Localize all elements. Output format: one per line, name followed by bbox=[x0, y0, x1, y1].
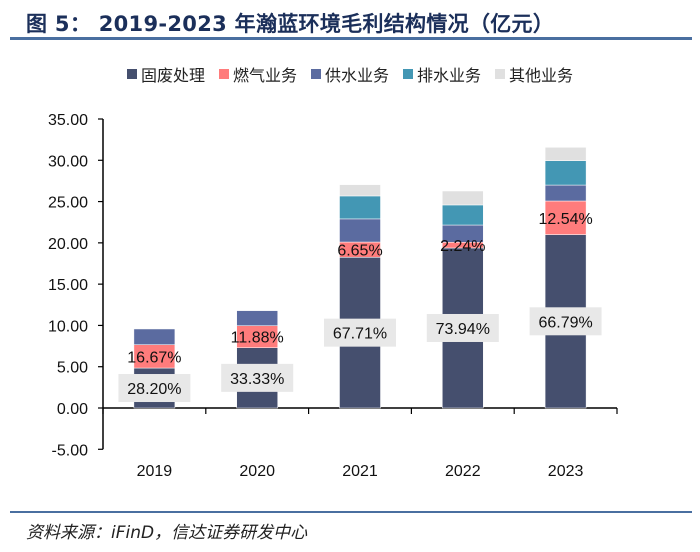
y-tick-label: 35.00 bbox=[48, 112, 88, 129]
data-label-box bbox=[529, 307, 602, 336]
bar-segment-3 bbox=[133, 328, 176, 345]
bar-segment-5 bbox=[544, 147, 587, 161]
data-label: 11.88% bbox=[231, 330, 284, 347]
bar-segment-3 bbox=[236, 310, 278, 326]
bar-segment-4 bbox=[442, 204, 484, 226]
data-label-box bbox=[426, 313, 499, 342]
y-tick-label: 5.00 bbox=[57, 360, 88, 377]
legend-item: 固废处理 bbox=[126, 62, 205, 86]
bar-segment-5 bbox=[339, 184, 381, 197]
legend-swatch bbox=[218, 69, 229, 79]
data-label: 66.79% bbox=[538, 314, 592, 331]
source-note: 资料来源：iFinD，信达证券研发中心 bbox=[26, 523, 308, 543]
data-label-box bbox=[118, 374, 191, 403]
data-label: 2.24% bbox=[440, 238, 485, 255]
bar-segment-4 bbox=[339, 195, 381, 220]
legend-label: 其他业务 bbox=[509, 66, 574, 85]
x-tick-label: 2022 bbox=[445, 463, 481, 480]
data-label: 16.67% bbox=[127, 349, 181, 366]
legend-item: 供水业务 bbox=[310, 62, 389, 86]
data-label: 33.33% bbox=[230, 371, 284, 388]
bar-segment-5 bbox=[442, 190, 484, 206]
x-tick-label: 2019 bbox=[137, 463, 173, 480]
legend-label: 燃气业务 bbox=[232, 66, 297, 85]
legend-item: 燃气业务 bbox=[218, 62, 297, 86]
legend-label: 固废处理 bbox=[140, 66, 205, 85]
y-tick-label: 20.00 bbox=[48, 236, 88, 253]
legend-swatch bbox=[126, 69, 137, 79]
bottom-divider bbox=[10, 511, 692, 513]
x-tick-label: 2021 bbox=[342, 463, 378, 480]
legend: 固废处理 燃气业务 供水业务 排水业务 其他业务 bbox=[0, 62, 700, 86]
y-tick-label: 30.00 bbox=[48, 153, 88, 170]
y-tick-label: 0.00 bbox=[57, 401, 88, 418]
legend-label: 排水业务 bbox=[417, 66, 482, 85]
legend-swatch bbox=[310, 69, 321, 79]
x-tick-label: 2020 bbox=[239, 463, 275, 480]
legend-label: 供水业务 bbox=[324, 66, 389, 85]
bar-segment-3 bbox=[544, 184, 587, 202]
legend-item: 其他业务 bbox=[495, 62, 573, 86]
x-tick-label: 2023 bbox=[548, 463, 584, 480]
legend-swatch bbox=[403, 69, 413, 79]
y-tick-label: 15.00 bbox=[48, 277, 88, 294]
bar-segment-3 bbox=[339, 218, 381, 243]
title-divider bbox=[10, 37, 692, 40]
data-label: 12.54% bbox=[538, 211, 592, 228]
data-label-box bbox=[221, 363, 294, 392]
bar-segment-4 bbox=[544, 160, 587, 186]
legend-item: 排水业务 bbox=[403, 62, 481, 86]
y-tick-label: 10.00 bbox=[48, 318, 88, 335]
data-label-box bbox=[324, 318, 396, 347]
y-tick-label: -5.00 bbox=[52, 442, 89, 459]
data-label: 73.94% bbox=[436, 321, 490, 338]
data-label: 6.65% bbox=[337, 243, 382, 260]
legend-swatch bbox=[495, 69, 506, 79]
y-tick-label: 25.00 bbox=[48, 195, 88, 212]
chart-title: 图 5： 2019-2023 年瀚蓝环境毛利结构情况（亿元） bbox=[26, 12, 555, 36]
data-label: 28.20% bbox=[127, 381, 181, 398]
bar-segment-2 bbox=[544, 200, 587, 235]
data-label: 67.71% bbox=[333, 326, 387, 343]
